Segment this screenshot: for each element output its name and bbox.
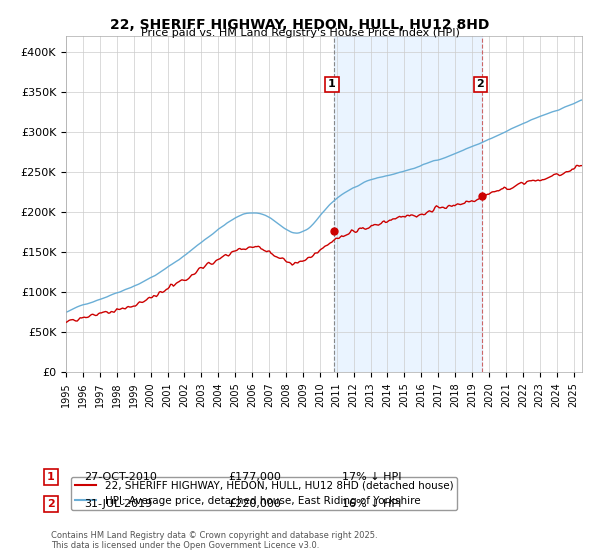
Text: 22, SHERIFF HIGHWAY, HEDON, HULL, HU12 8HD: 22, SHERIFF HIGHWAY, HEDON, HULL, HU12 8… (110, 18, 490, 32)
Text: 27-OCT-2010: 27-OCT-2010 (84, 472, 157, 482)
Text: 16% ↓ HPI: 16% ↓ HPI (342, 499, 401, 509)
Text: 2: 2 (476, 80, 484, 90)
Text: 1: 1 (47, 472, 55, 482)
Text: Price paid vs. HM Land Registry's House Price Index (HPI): Price paid vs. HM Land Registry's House … (140, 28, 460, 38)
Text: 31-JUL-2019: 31-JUL-2019 (84, 499, 152, 509)
Bar (334, 36, 482, 372)
Text: 17% ↓ HPI: 17% ↓ HPI (342, 472, 401, 482)
Text: Contains HM Land Registry data © Crown copyright and database right 2025.
This d: Contains HM Land Registry data © Crown c… (51, 530, 377, 550)
Text: £177,000: £177,000 (228, 472, 281, 482)
Text: £220,000: £220,000 (228, 499, 281, 509)
Text: 2: 2 (47, 499, 55, 509)
Text: 1: 1 (328, 80, 336, 90)
Legend: 22, SHERIFF HIGHWAY, HEDON, HULL, HU12 8HD (detached house), HPI: Average price,: 22, SHERIFF HIGHWAY, HEDON, HULL, HU12 8… (71, 477, 457, 510)
